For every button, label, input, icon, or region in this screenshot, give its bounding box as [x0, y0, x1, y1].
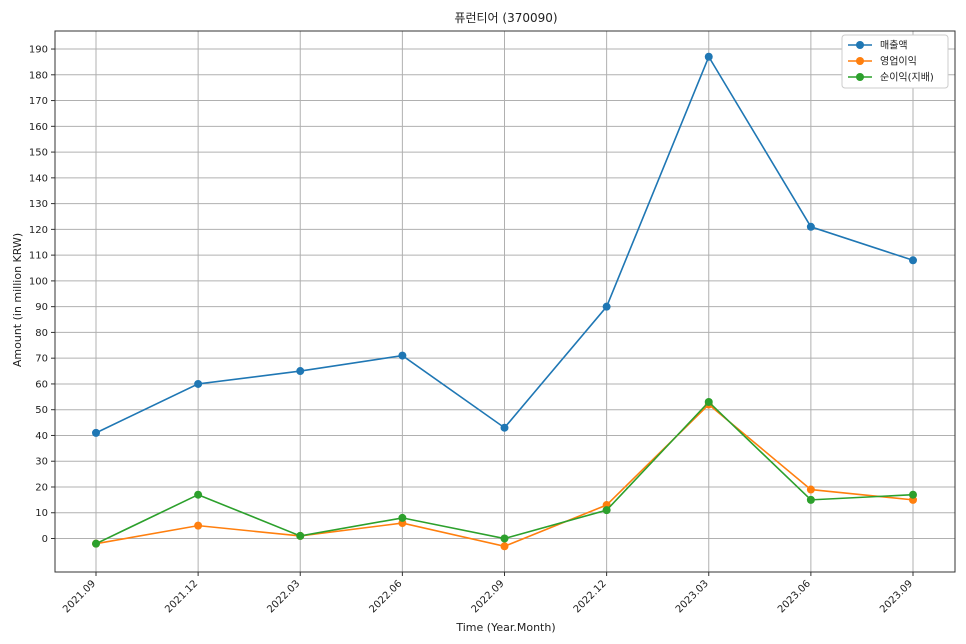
y-tick-label: 0	[42, 534, 48, 545]
data-point-0-2	[296, 367, 305, 376]
y-tick-label: 20	[35, 482, 48, 493]
y-tick-label: 160	[29, 122, 48, 133]
legend-marker-2	[856, 73, 864, 81]
y-tick-label: 120	[29, 225, 48, 236]
data-point-2-4	[500, 534, 509, 543]
y-tick-label: 140	[29, 173, 48, 184]
data-point-0-4	[500, 423, 509, 432]
data-point-0-8	[909, 256, 917, 265]
data-point-2-6	[704, 397, 713, 406]
y-tick-label: 100	[29, 276, 48, 287]
data-point-0-3	[398, 351, 407, 360]
y-tick-label: 70	[35, 354, 48, 365]
data-point-2-3	[398, 513, 407, 522]
data-point-2-5	[602, 506, 611, 515]
y-axis-ticks: 0 10 20 30 40 50 60 70 80 90 100 110 120 130 140 150 160…	[29, 45, 55, 545]
y-tick-label: 80	[35, 328, 48, 339]
data-point-1-1	[194, 521, 203, 530]
data-point-0-5	[602, 302, 611, 311]
data-point-2-8	[909, 490, 917, 499]
data-point-0-0	[92, 428, 100, 437]
legend-label-1: 영업이익	[880, 55, 917, 68]
chart-title: 퓨런티어 (370090)	[454, 11, 557, 25]
y-tick-label: 10	[35, 508, 48, 519]
y-tick-label: 30	[35, 457, 48, 468]
data-point-2-7	[806, 495, 815, 504]
data-point-0-1	[194, 379, 203, 388]
y-tick-label: 180	[29, 70, 48, 81]
data-point-0-7	[806, 222, 815, 231]
y-tick-label: 110	[29, 251, 48, 262]
x-axis-label: Time (Year.Month)	[455, 621, 555, 634]
data-point-2-2	[296, 531, 305, 540]
grid-lines	[55, 31, 955, 572]
y-tick-label: 150	[29, 148, 48, 159]
data-point-1-7	[806, 485, 815, 494]
series-layer	[92, 52, 917, 551]
data-point-2-1	[194, 490, 203, 499]
legend-box	[841, 34, 949, 89]
y-tick-label: 40	[35, 431, 48, 442]
y-tick-label: 60	[35, 379, 48, 390]
y-tick-label: 50	[35, 405, 48, 416]
data-point-1-4	[500, 542, 509, 551]
y-tick-label: 170	[29, 96, 48, 107]
legend-label-2: 순이익(지배)	[880, 72, 934, 84]
data-point-2-0	[92, 539, 100, 548]
y-tick-label: 130	[29, 199, 48, 210]
legend-marker-1	[856, 57, 864, 65]
y-tick-label: 90	[35, 302, 48, 313]
data-point-0-6	[704, 52, 713, 61]
y-tick-label: 190	[29, 45, 48, 56]
legend-label-0: 매출액	[880, 40, 908, 52]
legend-marker-0	[856, 41, 864, 49]
y-axis-label: Amount (in million KRW)	[11, 233, 24, 367]
